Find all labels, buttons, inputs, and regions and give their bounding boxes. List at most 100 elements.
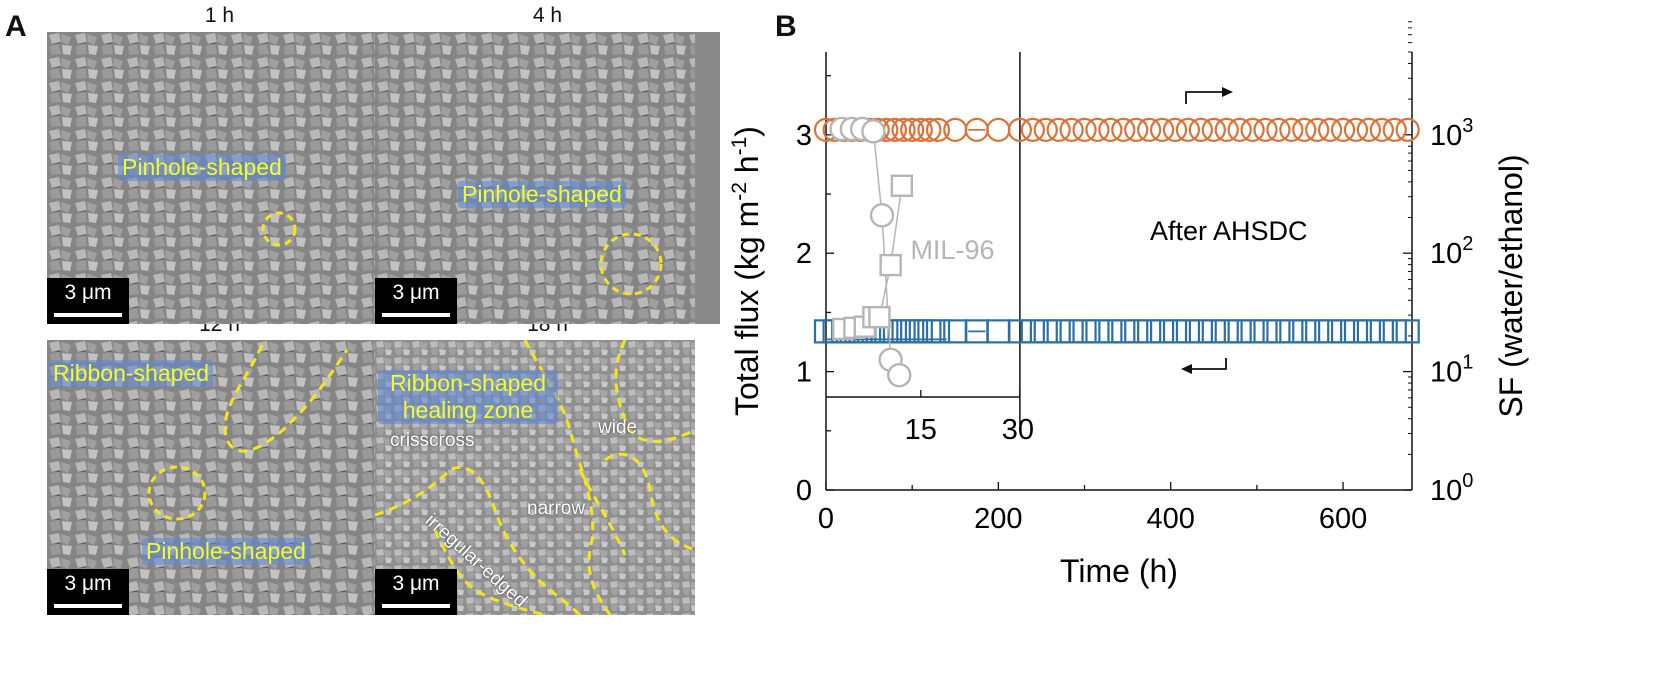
flux-point — [1046, 319, 1071, 344]
y-tick-label: 1 — [796, 357, 812, 389]
sem-image-18h: Ribbon-shaped healing zone crisscross wi… — [375, 340, 695, 615]
flux-point — [1305, 319, 1330, 344]
sem-title-1h: 1 h — [204, 4, 235, 27]
sf-point — [1395, 117, 1420, 142]
flux-point — [1175, 319, 1201, 344]
flux-point — [813, 319, 839, 344]
sf-point — [925, 117, 951, 142]
sf-point — [1266, 117, 1291, 142]
sf-point — [831, 117, 856, 142]
sf-point — [964, 117, 989, 142]
flux-point — [1020, 319, 1045, 344]
sf-point — [891, 117, 916, 142]
mil-sf-point — [839, 116, 865, 142]
sf-point — [1382, 117, 1407, 142]
arrow-left-head — [1181, 364, 1192, 374]
sf-point — [1214, 117, 1239, 142]
mil-sf-point — [829, 116, 854, 142]
flux-point — [1162, 319, 1188, 344]
mil-flux-point — [862, 305, 885, 329]
note-crisscross: crisscross — [390, 430, 475, 451]
x-axis-title: Time (h) — [1060, 553, 1178, 589]
flux-point — [1266, 319, 1291, 344]
mil-flux-point — [843, 316, 866, 340]
x-tick-label: 400 — [1147, 503, 1195, 535]
sf-point — [839, 117, 864, 142]
mil-sf-point — [861, 119, 886, 144]
sf-point — [1149, 117, 1175, 142]
mil-sf-point — [869, 203, 895, 228]
sf-point — [848, 117, 873, 142]
sem-image-1h: Pinhole-shaped 3 μm — [47, 32, 392, 324]
sf-point — [908, 117, 933, 142]
y-tick-label: 0 — [796, 475, 812, 507]
flux-point — [917, 319, 942, 344]
flux-point — [1085, 319, 1110, 344]
sf-point — [986, 117, 1011, 142]
sem-texture — [375, 32, 695, 324]
scale-text: 3 μm — [64, 572, 112, 595]
flux-point — [1395, 319, 1420, 344]
sf-point — [1046, 117, 1071, 142]
scale-text: 3 μm — [64, 281, 112, 304]
x-tick-label: 0 — [818, 503, 834, 535]
flux-point — [1124, 319, 1149, 344]
mil-sf-point — [878, 347, 903, 372]
arrow-right-head — [1222, 87, 1233, 97]
note-narrow: narrow — [527, 498, 586, 519]
sf-point — [1137, 117, 1162, 142]
flux-point — [1343, 319, 1369, 344]
tag-ribbon-12h: Ribbon-shaped — [49, 360, 214, 387]
panel-b-label: B — [775, 10, 797, 43]
flux-point — [1279, 319, 1304, 344]
inset-tick-label: 30 — [1002, 414, 1034, 446]
sf-point — [1162, 117, 1188, 142]
mil-flux-point — [890, 174, 914, 197]
mil-sf-line — [841, 128, 900, 376]
mil-flux-point — [868, 305, 891, 329]
flux-point — [1369, 319, 1394, 344]
flux-point — [900, 319, 925, 344]
flux-point — [1227, 319, 1252, 344]
flux-point — [1253, 319, 1278, 344]
sf-point — [1175, 117, 1201, 142]
flux-point — [1111, 319, 1136, 344]
sf-point — [1124, 117, 1149, 142]
pinhole-outline — [261, 211, 297, 247]
y2-tick-label: 103 — [1430, 115, 1473, 152]
flux-point — [856, 319, 882, 344]
tag-pinhole-1h: Pinhole-shaped — [118, 154, 286, 181]
sf-point — [1356, 117, 1382, 142]
sf-point — [1020, 117, 1045, 142]
sf-point — [856, 117, 882, 142]
sf-point — [1098, 117, 1123, 142]
flux-point — [1356, 319, 1382, 344]
scale-bar: 3 μm — [375, 569, 457, 615]
y-tick-label: 3 — [796, 120, 812, 152]
ribbon-outline — [223, 344, 349, 453]
scale-text: 3 μm — [392, 572, 440, 595]
y-tick-label: 2 — [796, 238, 812, 270]
pinhole-outline — [599, 232, 663, 296]
flux-point — [882, 319, 908, 344]
tag-pinhole-4h: Pinhole-shaped — [458, 181, 626, 208]
scale-bar: 3 μm — [47, 569, 129, 615]
flux-point — [865, 319, 890, 344]
sf-point — [1085, 117, 1110, 142]
flux-point — [1214, 319, 1239, 344]
flux-point — [1149, 319, 1175, 344]
sf-point — [1330, 117, 1356, 142]
sf-point — [917, 117, 942, 142]
flux-point — [1188, 319, 1213, 344]
sf-point — [1007, 117, 1032, 142]
flux-point — [1072, 319, 1097, 344]
flux-point — [1201, 319, 1226, 344]
sf-point — [1227, 117, 1252, 142]
sf-point — [1033, 117, 1058, 142]
sf-point — [1343, 117, 1369, 142]
sf-point — [1240, 117, 1265, 142]
sf-point — [865, 117, 890, 142]
sf-point — [900, 117, 925, 142]
scale-text: 3 μm — [392, 281, 440, 304]
mil-flux-point — [832, 317, 855, 341]
